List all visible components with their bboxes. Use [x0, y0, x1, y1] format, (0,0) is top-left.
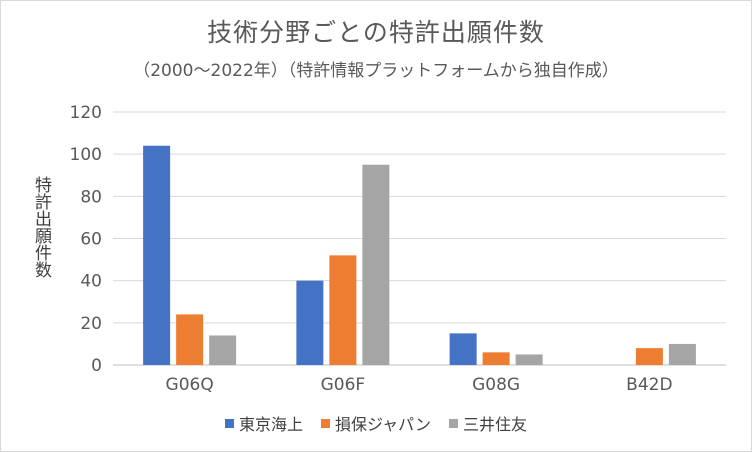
- legend-swatch: [224, 418, 234, 428]
- bar-g08g-series-1: [449, 333, 477, 365]
- bar-g06q-series-2: [176, 314, 204, 365]
- legend-item: 東京海上: [224, 411, 303, 435]
- bar-g08g-series-3: [515, 354, 543, 365]
- legend-item: 損保ジャパン: [320, 411, 431, 435]
- y-tick-label: 20: [80, 314, 102, 334]
- legend-label: 三井住友: [463, 415, 528, 434]
- legend-label: 東京海上: [238, 415, 303, 434]
- x-tick-label: G06F: [321, 375, 366, 395]
- legend-label: 損保ジャパン: [334, 415, 431, 434]
- legend-swatch: [449, 418, 458, 428]
- y-tick-label: 120: [70, 103, 102, 123]
- x-tick-label: B42D: [626, 375, 672, 395]
- legend: 東京海上 損保ジャパン 三井住友: [1, 411, 751, 435]
- y-tick-label: 40: [80, 272, 102, 292]
- bar-g06f-series-1: [296, 280, 324, 365]
- y-tick-label: 80: [80, 187, 102, 207]
- bar-g08g-series-2: [482, 352, 510, 365]
- chart-title: 技術分野ごとの特許出願件数: [207, 18, 545, 47]
- bar-g06q-series-1: [143, 145, 171, 365]
- bar-g06f-series-3: [362, 164, 390, 365]
- legend-item: 三井住友: [449, 411, 527, 435]
- y-axis-label: 特許出願件数: [31, 176, 51, 278]
- y-tick-label: 60: [80, 230, 102, 250]
- x-tick-label: G06Q: [166, 375, 214, 395]
- bar-b42d-series-3: [668, 343, 696, 365]
- bar-g06q-series-3: [209, 335, 237, 365]
- bar-b42d-series-2: [635, 348, 663, 365]
- legend-swatch: [320, 418, 330, 428]
- y-tick-label: 100: [70, 145, 102, 165]
- bar-g06f-series-2: [329, 255, 357, 365]
- chart-subtitle: （2000～2022年）（特許情報プラットフォームから独自作成）: [133, 61, 619, 81]
- y-tick-label: 0: [91, 356, 102, 376]
- x-tick-label: G08G: [472, 375, 520, 395]
